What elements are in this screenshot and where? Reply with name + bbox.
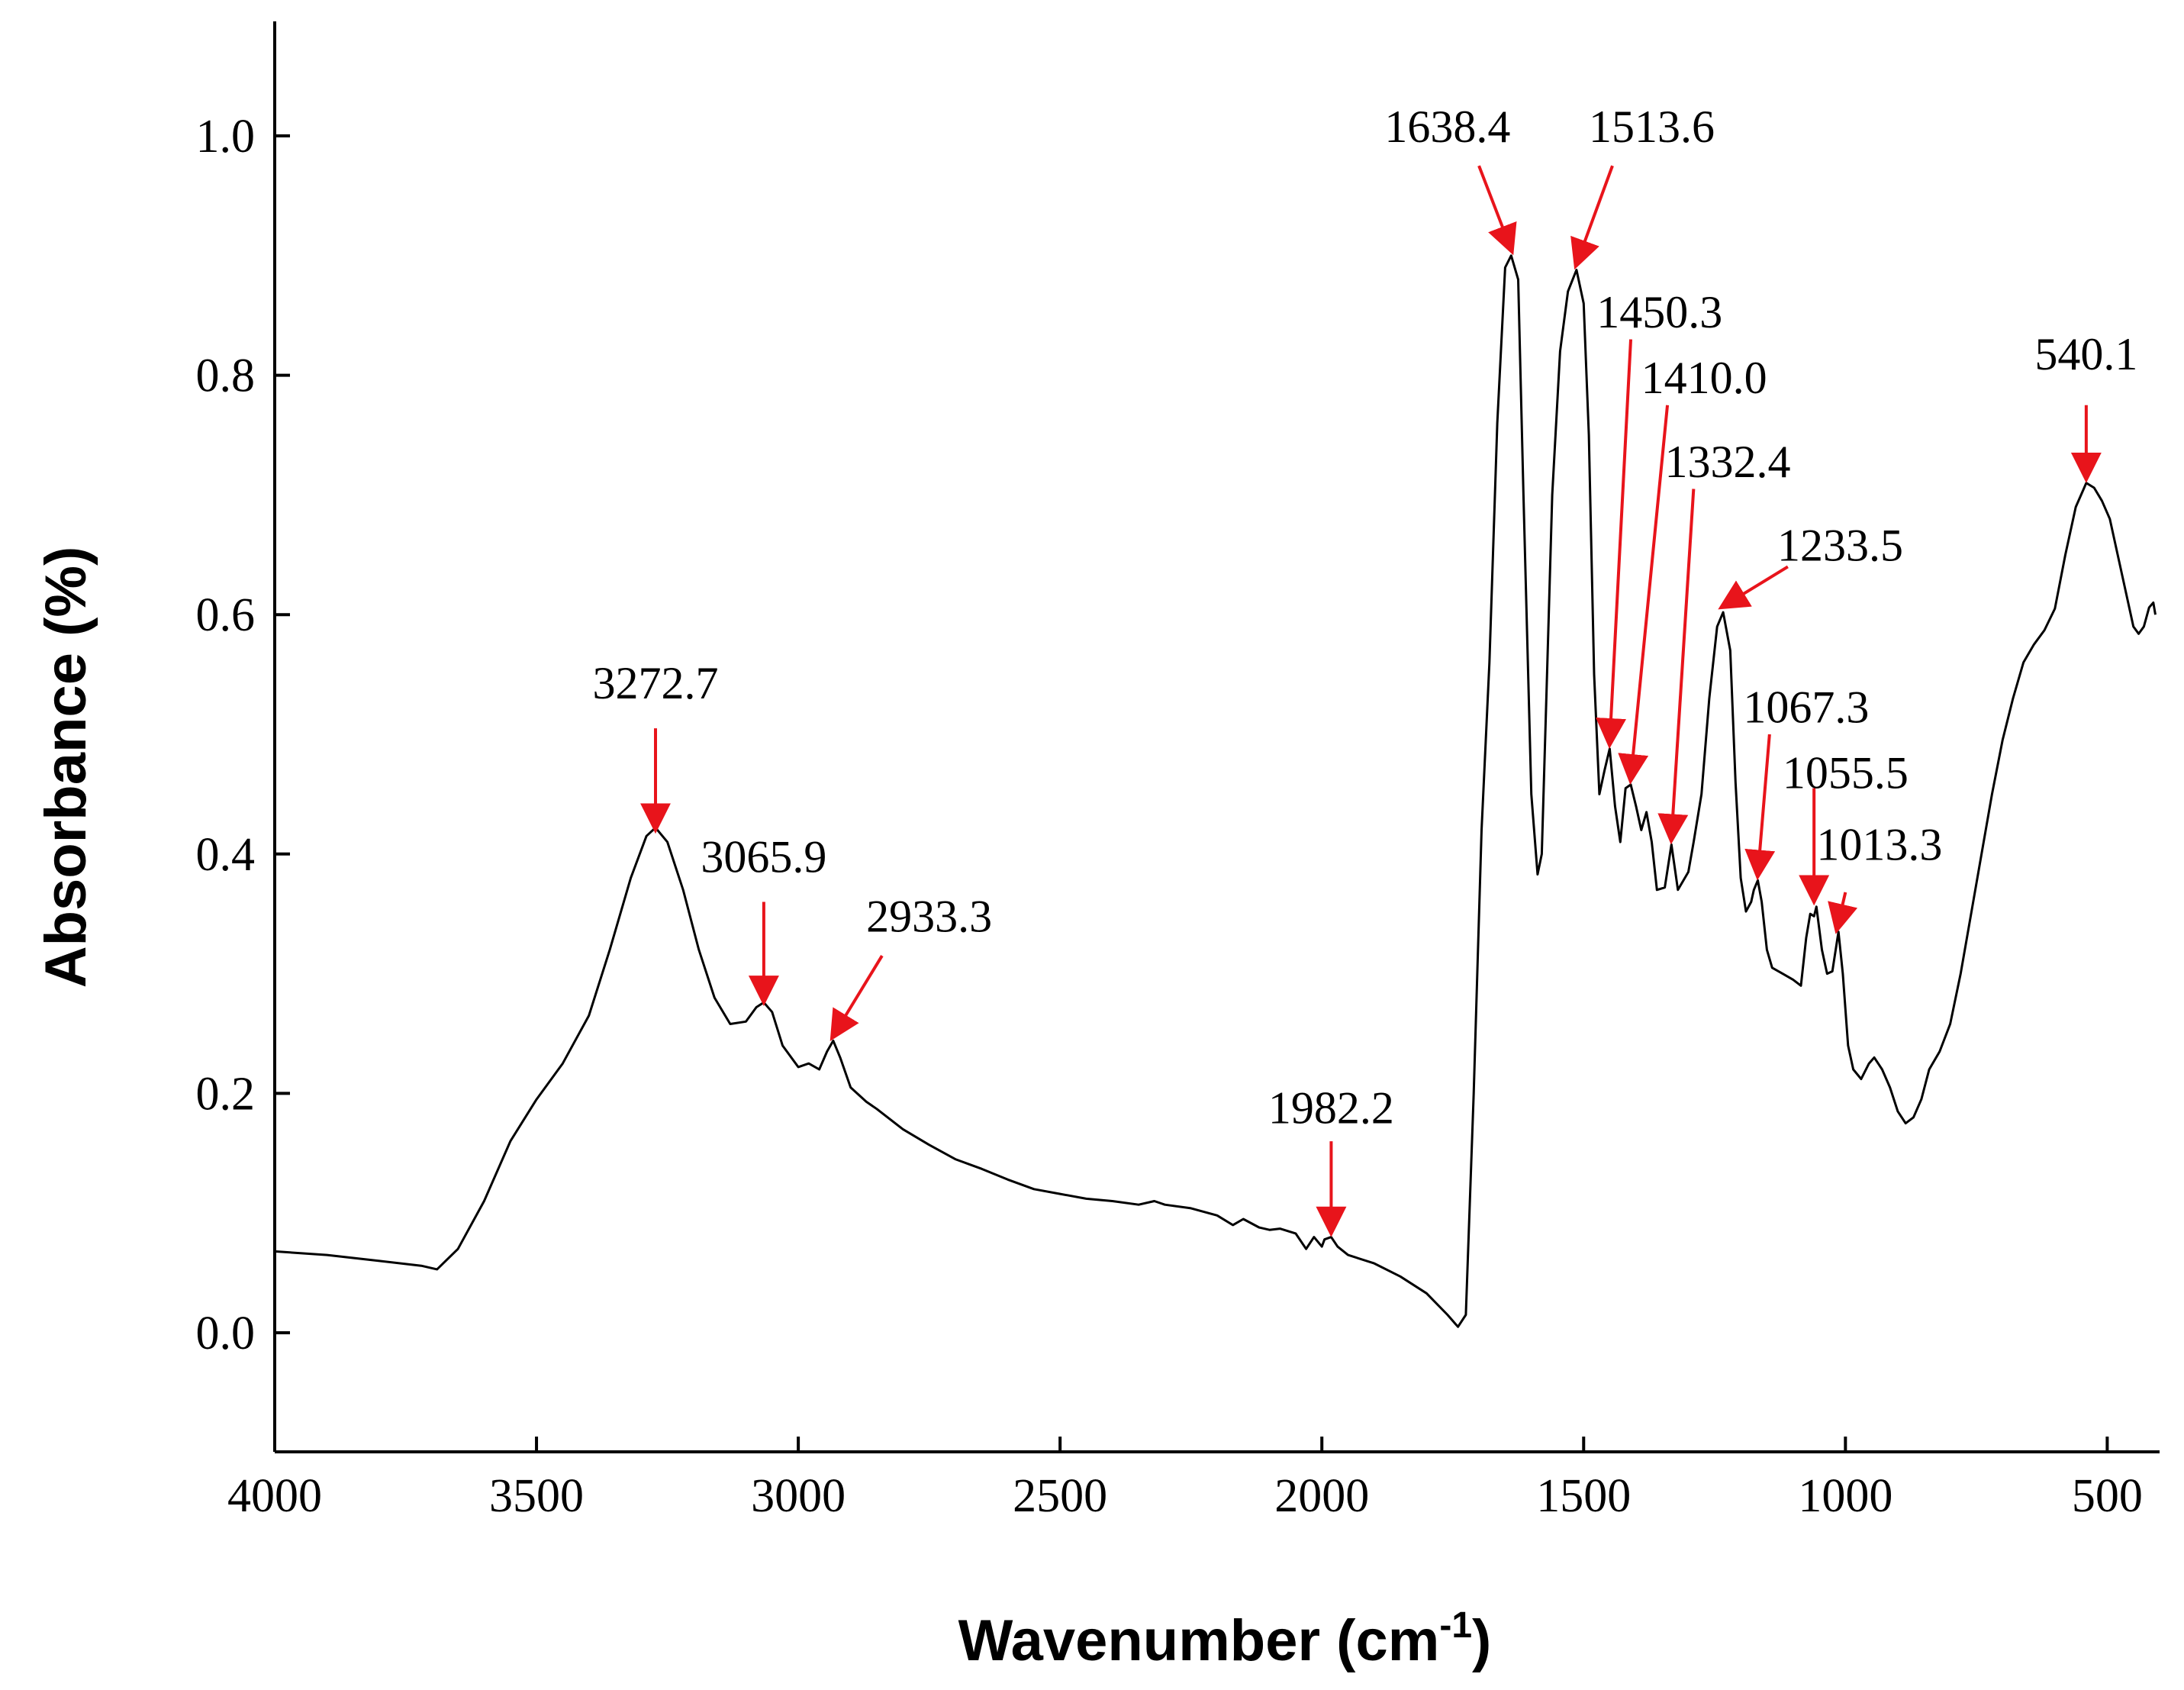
peak-label: 3272.7 bbox=[593, 658, 719, 708]
x-tick-label: 500 bbox=[2072, 1470, 2143, 1522]
peak-label: 3065.9 bbox=[701, 831, 826, 882]
peak-arrow bbox=[1477, 165, 1517, 256]
y-tick-label: 1.0 bbox=[196, 111, 256, 163]
peak-label: 1450.3 bbox=[1596, 287, 1722, 337]
y-tick-label: 0.0 bbox=[196, 1308, 256, 1359]
peak-label: 1982.2 bbox=[1268, 1083, 1394, 1134]
x-tick-label: 2000 bbox=[1274, 1470, 1369, 1522]
x-tick-label: 3000 bbox=[751, 1470, 846, 1522]
x-tick-label: 2500 bbox=[1013, 1470, 1107, 1522]
peak-arrow bbox=[1570, 165, 1614, 270]
peak-label: 1513.6 bbox=[1589, 102, 1715, 152]
x-tick-label: 4000 bbox=[227, 1470, 322, 1522]
peak-arrow bbox=[1596, 339, 1633, 749]
peak-label: 1410.0 bbox=[1641, 353, 1767, 403]
spectrum-line bbox=[274, 254, 2157, 1328]
y-axis-title: Absorbance (%) bbox=[34, 547, 98, 989]
axes bbox=[273, 21, 2160, 1453]
x-tick-label: 1000 bbox=[1798, 1470, 1892, 1522]
peak-label: 1638.4 bbox=[1384, 102, 1510, 152]
peak-label: 1067.3 bbox=[1743, 682, 1869, 732]
ticks: 0.0 0.2 0.4 0.6 0.8 1.0 4000 3500 3000 2500 2000 15… bbox=[196, 111, 2143, 1522]
x-axis-title-superscript: -1 bbox=[1439, 1605, 1472, 1646]
peak-arrow bbox=[1618, 405, 1670, 785]
peak-arrow bbox=[1718, 565, 1789, 610]
y-tick-label: 0.2 bbox=[196, 1068, 256, 1120]
x-tick-label: 1500 bbox=[1536, 1470, 1631, 1522]
annotations: 3272.7 3065.9 2933.3 1982.2 1638.4 1513.6 1450… bbox=[593, 102, 2137, 1237]
plot-area bbox=[274, 254, 2157, 1328]
x-tick-label: 3500 bbox=[489, 1470, 584, 1522]
peak-label: 1233.5 bbox=[1777, 521, 1903, 571]
peak-arrow bbox=[1828, 892, 1858, 934]
peak-arrow bbox=[1744, 734, 1776, 881]
x-axis-title-close: ) bbox=[1472, 1608, 1491, 1673]
peak-arrow bbox=[829, 955, 884, 1041]
y-tick-label: 0.4 bbox=[196, 829, 256, 881]
peak-label: 1332.4 bbox=[1664, 437, 1790, 487]
y-tick-label: 0.8 bbox=[196, 350, 256, 402]
peak-label: 1055.5 bbox=[1783, 748, 1909, 798]
peak-arrow bbox=[1657, 489, 1696, 845]
x-axis-title-main: Wavenumber (cm bbox=[958, 1608, 1440, 1673]
x-axis-title: Wavenumber (cm-1) bbox=[958, 1605, 1492, 1673]
peak-label: 540.1 bbox=[2034, 329, 2137, 379]
peak-label: 1013.3 bbox=[1816, 820, 1942, 870]
peak-label: 2933.3 bbox=[866, 892, 992, 942]
y-tick-label: 0.6 bbox=[196, 589, 256, 641]
